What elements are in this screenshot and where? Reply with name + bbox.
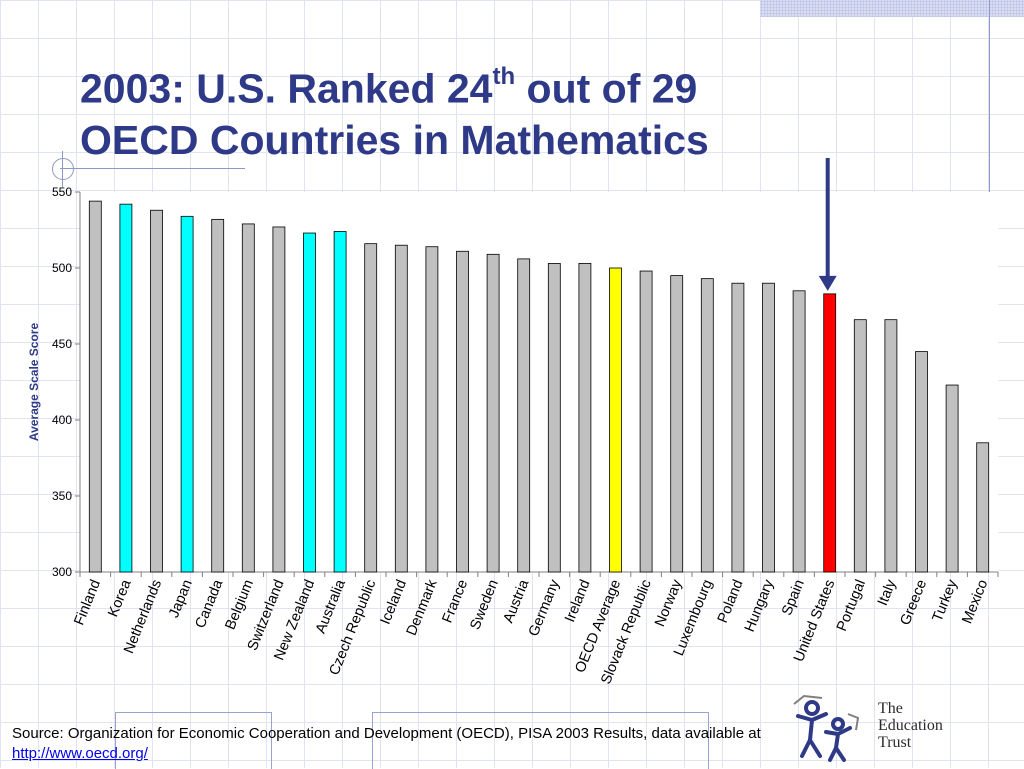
bar-australia [333, 231, 347, 573]
bar-france [456, 250, 469, 573]
bar-sweden [486, 253, 500, 573]
bar-netherlands [150, 209, 163, 573]
logo-line3: Trust [878, 734, 912, 751]
bar-hungary [762, 282, 775, 573]
category-label-finland: Finland [71, 578, 104, 628]
category-label-norway: Norway [652, 577, 686, 629]
title-line1-prefix: 2003: U.S. Ranked 24 [80, 65, 493, 112]
bar-switzerland [272, 226, 286, 573]
top-decorative-band [760, 0, 1024, 17]
source-citation: Source: Organization for Economic Cooper… [12, 724, 772, 764]
highlight-arrow-head [818, 275, 837, 291]
y-tick-label-450: 450 [52, 337, 72, 351]
bar-italy [884, 319, 898, 573]
logo-line1: The [878, 700, 903, 717]
logo-line2: Education [878, 717, 943, 734]
source-text: Source: Organization for Economic Cooper… [12, 725, 761, 742]
category-label-spain: Spain [779, 578, 808, 618]
y-tick-label-500: 500 [52, 261, 72, 275]
bar-finland [88, 200, 102, 573]
category-label-canada: Canada [193, 577, 227, 631]
category-label-japan: Japan [166, 578, 196, 621]
category-label-germany: Germany [526, 577, 563, 639]
y-axis-label: Average Scale Score [27, 323, 41, 442]
slide-title: 2003: U.S. Ranked 24th out of 29 OECD Co… [80, 55, 940, 166]
bar-belgium [241, 223, 255, 573]
footer-decor-box-right [372, 712, 709, 769]
bar-ireland [578, 263, 592, 573]
category-label-greece: Greece [898, 578, 931, 628]
bar-united-states [823, 293, 837, 573]
bar-spain [792, 290, 806, 573]
category-label-hungary: Hungary [742, 577, 778, 635]
bar-germany [547, 263, 561, 573]
category-label-mexico: Mexico [959, 578, 991, 627]
title-underline-rule [60, 168, 245, 169]
bar-new-zealand [303, 232, 316, 573]
category-label-turkey: Turkey [930, 577, 962, 624]
category-label-korea: Korea [105, 577, 135, 620]
bar-denmark [425, 246, 439, 573]
category-label-belgium: Belgium [223, 578, 257, 633]
bar-luxembourg [700, 278, 714, 573]
category-label-denmark: Denmark [404, 577, 441, 638]
bar-canada [211, 218, 225, 573]
category-label-italy: Italy [875, 577, 900, 608]
bar-oecd-average [609, 267, 622, 573]
bar-poland [731, 282, 745, 573]
bar-korea [119, 203, 133, 573]
title-line1-suffix: out of 29 [515, 65, 698, 112]
source-link[interactable]: http://www.oecd.org/ [12, 745, 148, 762]
bar-turkey [945, 384, 959, 573]
footer-decor-box-left [115, 712, 272, 769]
bar-mexico [976, 442, 990, 573]
category-label-portugal: Portugal [834, 578, 869, 634]
decorative-vertical-line [989, 0, 990, 265]
bar-japan [180, 215, 194, 573]
bar-iceland [394, 244, 408, 573]
education-trust-logo-figures [793, 694, 860, 762]
category-label-iceland: Iceland [378, 578, 410, 627]
title-superscript: th [492, 63, 516, 90]
title-line2: OECD Countries in Mathematics [80, 116, 709, 163]
bar-slovack-republic [639, 270, 653, 573]
y-tick-label-350: 350 [52, 489, 72, 503]
category-label-poland: Poland [715, 578, 747, 626]
y-tick-label-400: 400 [52, 413, 72, 427]
crosshair-decoration [52, 151, 74, 187]
category-label-sweden: Sweden [467, 578, 501, 633]
bar-norway [670, 275, 684, 573]
bar-greece [915, 351, 928, 573]
plot-area [80, 192, 998, 572]
education-trust-logo: The Education Trust [786, 694, 986, 764]
y-tick-label-300: 300 [52, 565, 72, 579]
category-label-austria: Austria [501, 577, 533, 626]
category-label-ireland: Ireland [562, 578, 593, 625]
bar-austria [517, 258, 531, 573]
category-label-france: France [439, 578, 471, 626]
bar-portugal [853, 319, 867, 573]
y-tick-label-550: 550 [52, 185, 72, 199]
bar-czech-republic [364, 243, 378, 573]
logo-wordmark: The Education Trust [878, 700, 943, 751]
